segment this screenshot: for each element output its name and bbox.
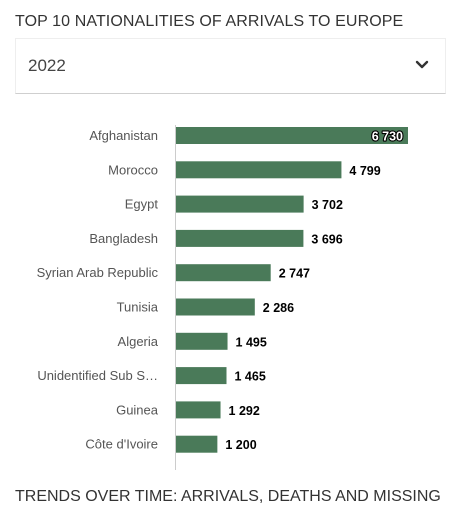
next-section-title: TRENDS OVER TIME: ARRIVALS, DEATHS AND M… [15,488,441,505]
bar [176,195,304,213]
bar [176,367,227,385]
category-label: Bangladesh [89,231,158,246]
category-label: Tunisia [117,300,159,315]
year-dropdown-value: 2022 [28,56,66,75]
category-label: Egypt [125,197,159,212]
bar [176,298,255,316]
category-label: Afghanistan [89,128,158,143]
bar [176,401,221,419]
value-label: 2 747 [279,267,310,281]
year-dropdown[interactable]: 2022 [15,38,446,94]
category-label: Syrian Arab Republic [37,265,159,280]
bar [176,264,271,282]
bar [176,435,218,453]
category-label: Côte d'Ivoire [85,437,158,452]
bar [176,229,304,247]
category-label: Unidentified Sub S… [37,368,158,383]
category-label: Morocco [108,162,158,177]
bar [176,127,408,144]
value-label: 6 730 [372,130,403,144]
value-label: 3 696 [311,232,342,246]
bar [176,161,342,179]
chevron-down-icon[interactable] [413,55,431,73]
value-label: 3 702 [312,198,343,212]
value-label: 1 200 [225,438,256,452]
chart-title: TOP 10 NATIONALITIES OF ARRIVALS TO EURO… [15,13,404,30]
bar [176,332,228,350]
bar-chart: Afghanistan 6 730 Morocco 4 799 Egypt 3 702 Ba… [37,125,408,470]
value-label: 1 465 [235,370,266,384]
value-label: 2 286 [263,301,294,315]
value-label: 1 292 [229,404,260,418]
value-label: 1 495 [236,335,267,349]
category-label: Algeria [118,334,159,349]
category-label: Guinea [116,402,159,417]
value-label: 4 799 [349,164,380,178]
